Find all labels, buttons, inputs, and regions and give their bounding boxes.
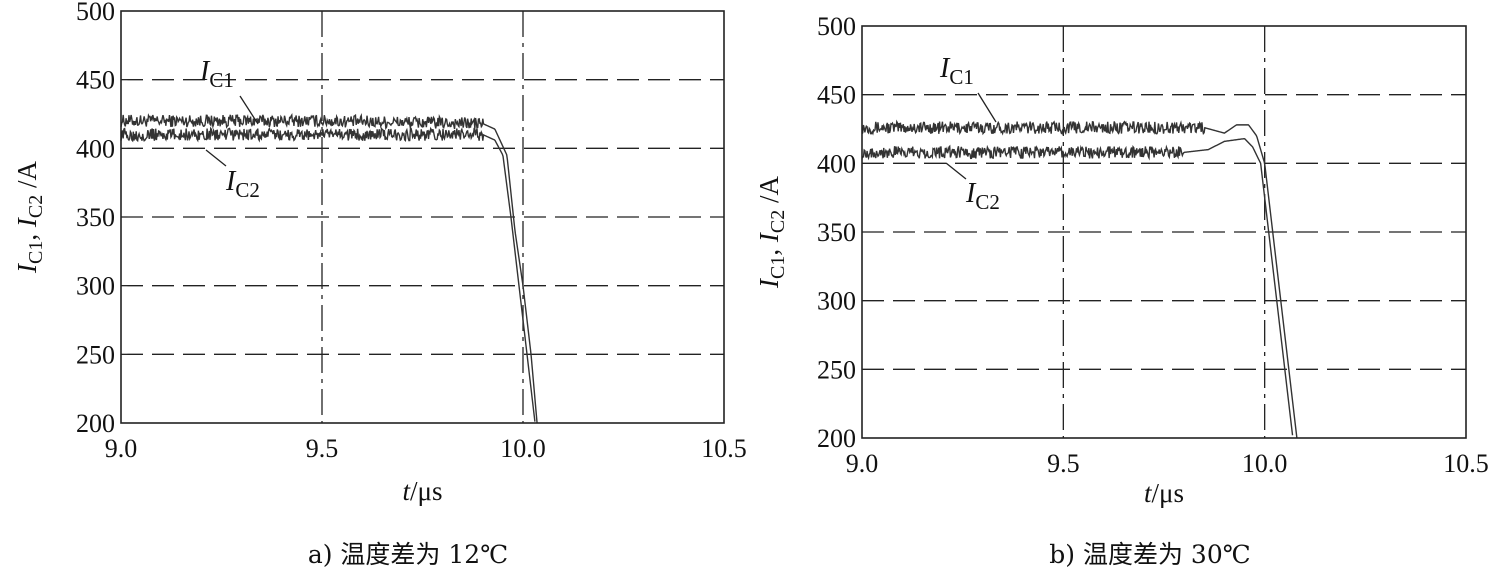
trace-ic1 [120, 112, 538, 424]
panel-caption: b) 温度差为 30℃ [1049, 540, 1250, 569]
series-label-ic1: IC1 [939, 53, 974, 89]
trace-ic2 [861, 137, 1294, 436]
x-tick-label: 9.5 [306, 434, 339, 463]
x-tick-label: 9.5 [1047, 449, 1080, 478]
y-tick-label: 500 [76, 0, 115, 26]
series-label-leader [945, 162, 967, 180]
y-tick-label: 400 [817, 149, 856, 178]
x-tick-label: 9.0 [846, 449, 879, 478]
y-axis-label: IC1, IC2 /A [12, 161, 47, 274]
trace-ic2 [120, 126, 536, 422]
y-tick-label: 200 [76, 409, 115, 438]
series-label-leader [977, 92, 997, 123]
series-label-ic2: IC2 [225, 166, 260, 202]
panel-caption: a) 温度差为 12℃ [308, 540, 508, 569]
y-tick-label: 350 [817, 218, 856, 247]
x-tick-label: 9.0 [105, 434, 138, 463]
series-label-ic2: IC2 [965, 178, 1000, 214]
x-tick-label: 10.5 [701, 434, 747, 463]
trace-ic1 [861, 119, 1298, 439]
series-label-leader [239, 95, 259, 125]
plot-frame [861, 25, 1467, 439]
x-tick-label: 10.0 [500, 434, 546, 463]
y-tick-label: 250 [817, 355, 856, 384]
series-label-ic1: IC1 [199, 56, 234, 92]
x-axis-label: t/μs [403, 476, 443, 506]
series-label-leader [205, 149, 227, 167]
y-tick-label: 300 [817, 287, 856, 316]
y-tick-label: 450 [817, 81, 856, 110]
y-tick-label: 400 [76, 134, 115, 163]
plot-frame [120, 10, 725, 424]
y-tick-label: 300 [76, 272, 115, 301]
y-tick-label: 350 [76, 203, 115, 232]
y-tick-label: 500 [817, 12, 856, 41]
y-axis-label: IC1, IC2 /A [754, 176, 789, 289]
x-axis-label: t/μs [1144, 478, 1184, 508]
y-tick-label: 450 [76, 66, 115, 95]
x-tick-label: 10.5 [1443, 449, 1489, 478]
x-tick-label: 10.0 [1242, 449, 1288, 478]
y-tick-label: 250 [76, 340, 115, 369]
y-tick-label: 200 [817, 424, 856, 453]
